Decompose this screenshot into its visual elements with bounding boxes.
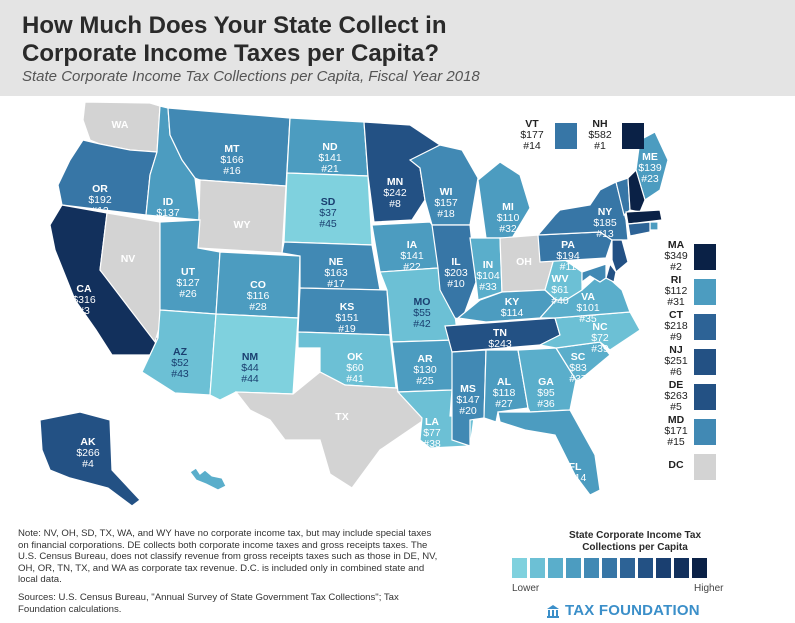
state-label-ms: MS $147 #20 bbox=[456, 383, 480, 417]
state-nj bbox=[611, 239, 629, 274]
side-label-dc: DC bbox=[668, 459, 684, 471]
state-il bbox=[431, 224, 477, 321]
us-map: WAOR$192#12CA$316#3NVID$137#24MT$166#16W… bbox=[39, 101, 716, 515]
state-label-wv: WV $61 #40 bbox=[551, 273, 569, 307]
brand-logo: TAX FOUNDATION bbox=[546, 602, 700, 619]
state-label-nm: NM $44 #44 bbox=[241, 351, 259, 385]
legend-swatch bbox=[620, 558, 635, 578]
state-label-il: IL $203 #10 bbox=[444, 256, 468, 290]
side-box-ma bbox=[694, 244, 716, 270]
legend-title: State Corporate Income Tax Collections p… bbox=[568, 530, 702, 553]
side-label-nh: NH $582 #1 bbox=[588, 118, 612, 152]
foundation-icon bbox=[547, 604, 559, 618]
state-label-nd: ND $141 #21 bbox=[318, 141, 342, 175]
state-label-az: AZ $52 #43 bbox=[171, 346, 189, 380]
legend-swatch bbox=[512, 558, 527, 578]
page-subtitle: State Corporate Income Tax Collections p… bbox=[22, 68, 480, 85]
state-label-wa: WA bbox=[112, 119, 129, 131]
legend-swatch bbox=[692, 558, 707, 578]
legend-swatch bbox=[548, 558, 563, 578]
legend-swatch bbox=[674, 558, 689, 578]
state-label-ak: AK $266 #4 bbox=[76, 436, 100, 470]
state-label-ca: CA $316 #3 bbox=[72, 283, 96, 317]
brand-name: TAX FOUNDATION bbox=[565, 602, 700, 619]
state-label-ne: NE $163 #17 bbox=[324, 256, 348, 290]
state-label-mn: MN $242 #8 bbox=[383, 176, 407, 210]
state-label-ut: UT $127 #26 bbox=[176, 266, 200, 300]
state-label-me: ME $139 #23 bbox=[638, 151, 662, 185]
legend-higher-label: Higher bbox=[694, 583, 724, 594]
side-box-de bbox=[694, 384, 716, 410]
state-va bbox=[538, 271, 631, 319]
state-nh bbox=[627, 168, 646, 213]
state-hi bbox=[189, 467, 227, 491]
state-label-al: AL $118 #27 bbox=[493, 376, 516, 410]
side-box-vt bbox=[555, 123, 577, 149]
side-label-md: MD $171 #15 bbox=[664, 414, 688, 448]
legend-swatch bbox=[602, 558, 617, 578]
state-label-mi: MI $110 #32 bbox=[497, 201, 520, 235]
side-label-de: DE $263 #5 bbox=[664, 379, 688, 413]
legend-swatch bbox=[530, 558, 545, 578]
side-box-nh bbox=[622, 123, 644, 149]
state-label-la: LA $77 #38 bbox=[423, 416, 441, 450]
state-label-wy: WY bbox=[234, 219, 251, 231]
side-box-ct bbox=[694, 314, 716, 340]
sources-text: Sources: U.S. Census Bureau, "Annual Sur… bbox=[18, 592, 399, 615]
state-fl bbox=[497, 409, 601, 496]
side-label-ct: CT $218 #9 bbox=[664, 309, 688, 343]
state-label-co: CO $116 #28 bbox=[247, 279, 270, 313]
side-box-nj bbox=[694, 349, 716, 375]
side-label-ma: MA $349 #2 bbox=[664, 239, 688, 273]
note-text: Note: NV, OH, SD, TX, WA, and WY have no… bbox=[18, 528, 438, 586]
state-de bbox=[605, 262, 617, 283]
state-ny bbox=[536, 181, 629, 241]
state-label-tx: TX bbox=[335, 411, 348, 423]
state-tx bbox=[234, 371, 425, 489]
legend-swatch bbox=[638, 558, 653, 578]
state-label-ok: OK $60 #41 bbox=[346, 351, 364, 385]
side-box-ri bbox=[694, 279, 716, 305]
state-label-mo: MO $55 #42 bbox=[413, 296, 431, 330]
header-banner: How Much Does Your State Collect in Corp… bbox=[0, 0, 795, 96]
state-ct bbox=[627, 221, 651, 237]
state-label-wi: WI $157 #18 bbox=[434, 186, 458, 220]
legend-scale bbox=[512, 558, 707, 578]
legend-swatch bbox=[566, 558, 581, 578]
state-label-ga: GA $95 #36 bbox=[537, 376, 555, 410]
side-label-ri: RI $112 #31 bbox=[665, 274, 688, 308]
state-label-fl: FL $114 #30 bbox=[564, 461, 587, 495]
state-ri bbox=[649, 221, 659, 231]
side-label-vt: VT $177 #14 bbox=[520, 118, 544, 152]
state-wy bbox=[197, 179, 287, 254]
side-label-nj: NJ $251 #6 bbox=[664, 344, 688, 378]
page-title: How Much Does Your State Collect in Corp… bbox=[22, 12, 447, 67]
state-label-pa: PA $194 #11 bbox=[556, 239, 580, 273]
state-ak bbox=[39, 411, 141, 507]
state-label-sc: SC $83 #37 bbox=[569, 351, 587, 385]
state-label-ny: NY $185 #13 bbox=[593, 206, 617, 240]
state-label-in: IN $104 #33 bbox=[476, 259, 500, 293]
state-label-hi: HI $103 #34 bbox=[156, 481, 180, 515]
legend-swatch bbox=[656, 558, 671, 578]
side-box-dc bbox=[694, 454, 716, 480]
state-label-mt: MT $166 #16 bbox=[220, 143, 244, 177]
legend-lower-label: Lower bbox=[512, 583, 540, 594]
legend-swatch bbox=[584, 558, 599, 578]
state-label-nc: NC $72 #39 bbox=[591, 321, 609, 355]
state-nc bbox=[538, 311, 641, 351]
state-label-ar: AR $130 #25 bbox=[413, 353, 437, 387]
state-nv bbox=[99, 212, 161, 344]
state-md bbox=[581, 263, 607, 284]
state-ma bbox=[625, 209, 663, 225]
state-label-ks: KS $151 #19 bbox=[335, 301, 359, 335]
state-label-va: VA $101 #35 bbox=[576, 291, 600, 325]
state-label-oh: OH bbox=[516, 256, 532, 268]
state-label-nv: NV bbox=[121, 253, 136, 265]
state-label-sd: SD $37 #45 bbox=[319, 196, 337, 230]
side-box-md bbox=[694, 419, 716, 445]
